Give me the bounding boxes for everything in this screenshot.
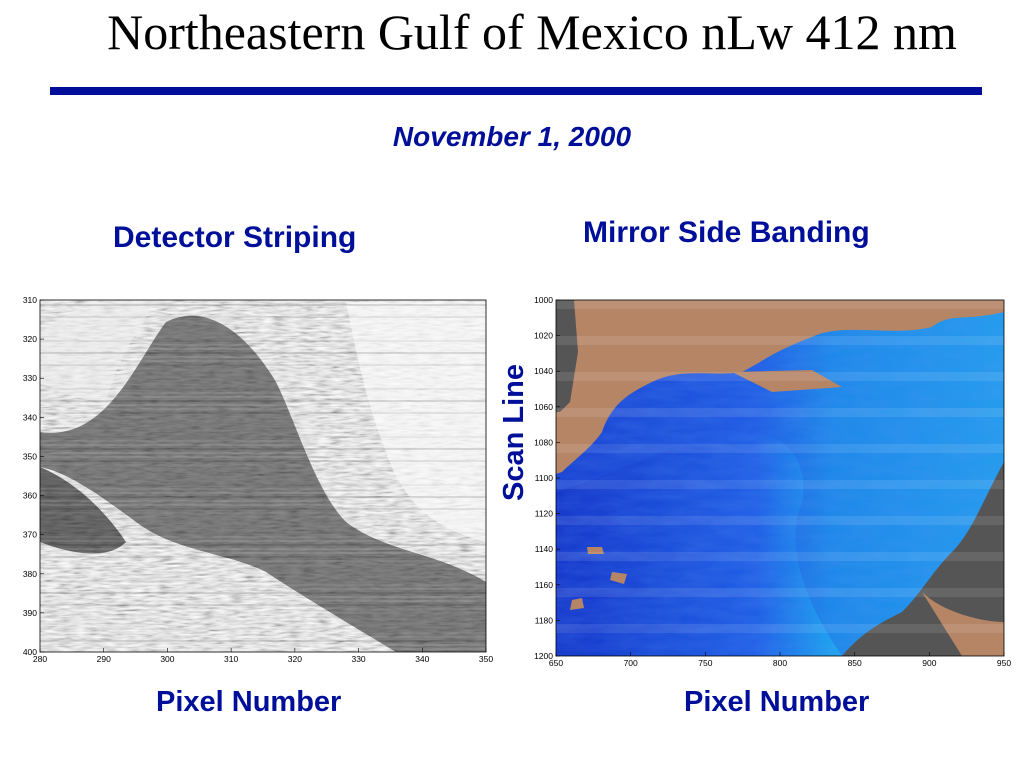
left-y-tick-label: 350 [23, 451, 37, 461]
left-y-tick-label: 360 [23, 491, 37, 501]
left-x-axis-label: Pixel Number [156, 686, 342, 718]
right-image-raster [556, 300, 1004, 656]
left-y-tick-label: 340 [23, 412, 37, 422]
left-x-tick-label: 290 [97, 654, 111, 664]
left-image-panel: 280 290 300 310 320 330 340 350 310 320 330 340 350… [16, 292, 496, 672]
left-y-tick-label: 310 [23, 295, 37, 305]
left-x-tick-label: 320 [288, 654, 302, 664]
right-y-tick-label: 1060 [534, 402, 553, 412]
right-x-tick-label: 700 [624, 658, 638, 668]
right-x-axis: 650 700 750 800 850 900 950 [549, 652, 1011, 668]
left-y-tick-label: 320 [23, 334, 37, 344]
left-x-tick-label: 300 [160, 654, 174, 664]
right-y-tick-label: 1160 [535, 580, 554, 590]
left-x-tick-label: 310 [224, 654, 238, 664]
left-y-tick-label: 370 [23, 530, 37, 540]
right-y-tick-label: 1200 [534, 651, 553, 661]
left-y-tick-label: 330 [23, 373, 37, 383]
left-y-tick-label: 400 [23, 647, 37, 657]
right-x-tick-label: 650 [549, 658, 563, 668]
slide-title: Northeastern Gulf of Mexico nLw 412 nm [0, 2, 1024, 62]
right-x-tick-label: 900 [922, 658, 936, 668]
left-image-raster [40, 300, 486, 652]
right-y-axis: 1000 1020 1040 1060 1080 1100 1120 1140 1160 1180… [534, 295, 560, 661]
right-y-tick-label: 1000 [534, 295, 553, 305]
left-image-plot: 280 290 300 310 320 330 340 350 310 320 330 340 350… [23, 295, 494, 664]
right-y-tick-label: 1100 [535, 473, 554, 483]
left-x-tick-label: 280 [33, 654, 47, 664]
left-panel-heading: Detector Striping [113, 221, 357, 254]
right-y-tick-label: 1180 [535, 615, 554, 625]
right-y-tick-label: 1040 [534, 366, 553, 376]
title-divider [50, 87, 982, 95]
right-y-axis-label: Scan Line [498, 364, 530, 501]
slide-date: November 1, 2000 [392, 121, 632, 152]
right-x-axis-label: Pixel Number [684, 686, 870, 718]
right-x-tick-label: 800 [773, 658, 787, 668]
right-x-tick-label: 950 [997, 658, 1011, 668]
left-x-axis: 280 290 300 310 320 330 340 350 [33, 648, 493, 664]
left-y-tick-label: 380 [23, 569, 37, 579]
right-image-plot: 650 700 750 800 850 900 950 100010201040106010… [534, 295, 1011, 668]
right-panel-heading: Mirror Side Banding [583, 216, 870, 249]
right-x-tick-label: 750 [698, 658, 712, 668]
left-x-tick-label: 330 [351, 654, 365, 664]
right-y-tick-label: 1080 [534, 437, 553, 447]
left-y-axis: 310 320 330 340 350 360 370 380 390 400 [23, 295, 44, 657]
right-y-tick-label: 1020 [534, 331, 553, 341]
right-y-tick-label: 1140 [535, 544, 554, 554]
right-y-tick-label: 1120 [535, 509, 554, 519]
right-x-tick-label: 850 [848, 658, 862, 668]
left-x-tick-label: 340 [415, 654, 429, 664]
right-image-panel: 650 700 750 800 850 900 950 1000 1020 1040 1060 10… [512, 292, 1012, 682]
left-y-tick-label: 390 [23, 608, 37, 618]
slide-title-text: Northeastern Gulf of Mexico nLw 412 nm [107, 4, 957, 60]
left-x-tick-label: 350 [479, 654, 493, 664]
